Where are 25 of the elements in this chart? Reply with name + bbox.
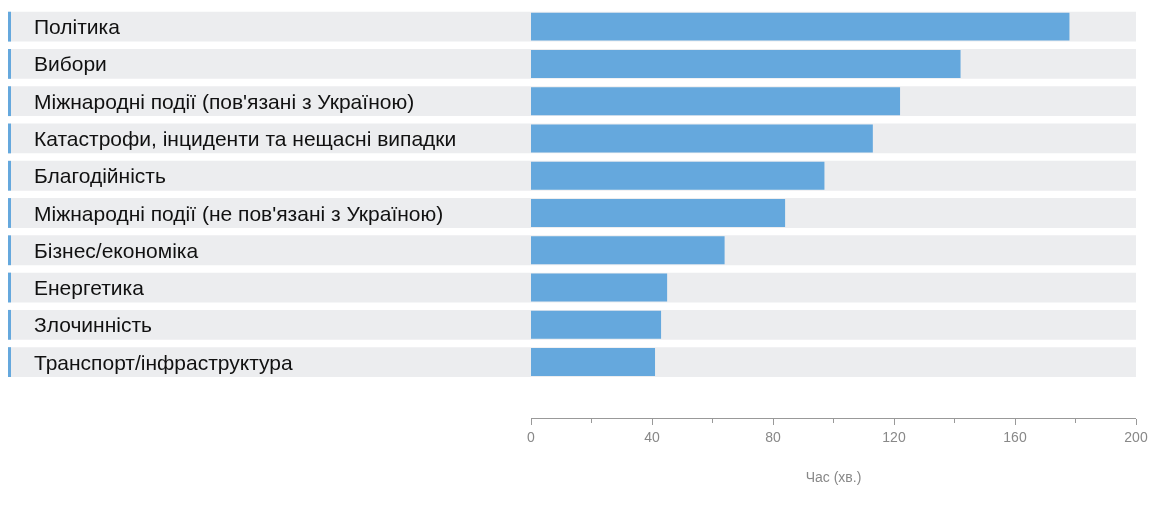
x-tick-label: 40 xyxy=(644,428,660,445)
bar xyxy=(531,348,656,377)
bar xyxy=(531,310,662,339)
y-tick-label: Злочинність xyxy=(34,313,153,336)
y-tick-label: Політика xyxy=(34,15,121,38)
x-tick-label: 120 xyxy=(882,428,906,445)
y-tick-label: Благодійність xyxy=(34,164,166,187)
y-tick-label: Міжнародні події (пов'язані з Україною) xyxy=(34,90,415,113)
bar xyxy=(531,199,786,227)
x-tick-label: 0 xyxy=(527,428,536,445)
y-tick-label: Міжнародні події (не пов'язані з Україною) xyxy=(34,202,444,225)
x-axis-title: Час (хв.) xyxy=(805,469,862,486)
x-tick-label: 80 xyxy=(765,428,781,445)
bar xyxy=(531,124,873,153)
bar xyxy=(531,87,901,116)
bar xyxy=(531,273,668,302)
y-tick-label: Катастрофи, інциденти та нещасні випадки xyxy=(34,127,457,150)
x-tick-label: 200 xyxy=(1124,428,1148,445)
x-tick-label: 160 xyxy=(1003,428,1027,445)
y-tick-label: Бізнес/економіка xyxy=(34,239,199,262)
y-tick-label: Вибори xyxy=(34,52,107,75)
bar xyxy=(531,236,725,265)
y-tick-label: Енергетика xyxy=(34,276,145,299)
y-tick-label: Транспорт/інфраструктура xyxy=(34,351,294,374)
bar xyxy=(531,161,825,190)
